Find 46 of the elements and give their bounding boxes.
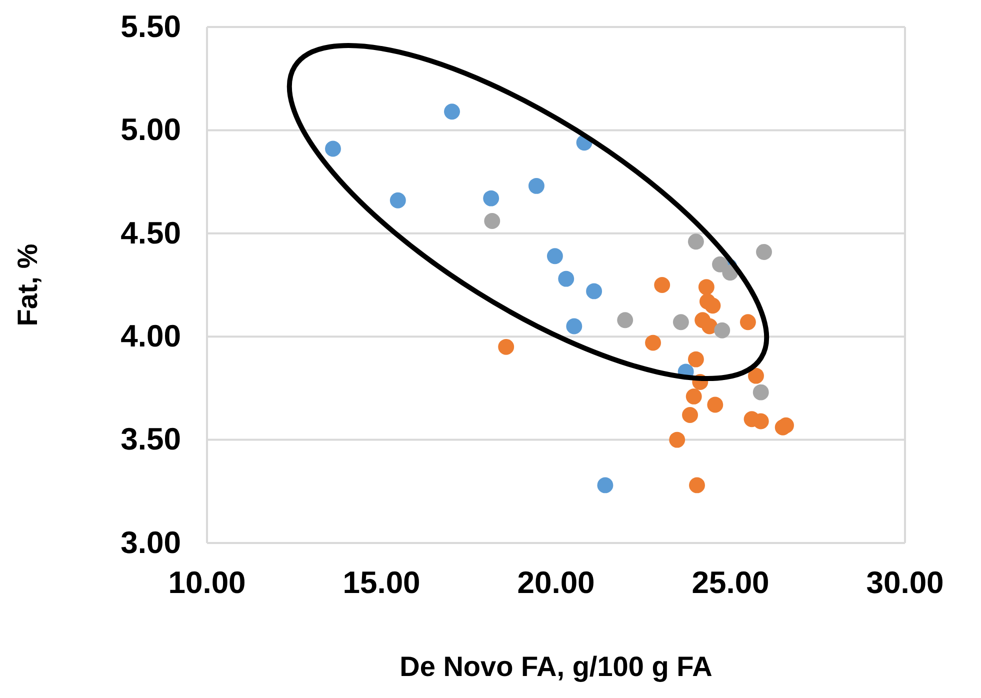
- point: [558, 270, 574, 287]
- point: [686, 388, 702, 404]
- y-tick-label: 4.00: [120, 318, 181, 354]
- point: [688, 351, 704, 368]
- y-tick-label: 5.50: [120, 8, 181, 44]
- point: [546, 248, 563, 264]
- point: [390, 192, 406, 208]
- point: [325, 140, 341, 157]
- point: [645, 334, 661, 351]
- point: [586, 283, 602, 300]
- point: [483, 190, 500, 206]
- point: [748, 368, 764, 384]
- point: [566, 318, 582, 334]
- y-tick-label: 3.50: [120, 422, 181, 457]
- point: [597, 477, 614, 494]
- x-tick-label: 25.00: [692, 565, 770, 600]
- x-tick-label: 30.00: [866, 565, 944, 600]
- point: [682, 407, 698, 423]
- point: [689, 477, 705, 494]
- point: [704, 298, 721, 314]
- point: [672, 314, 689, 330]
- x-axis-title: De Novo FA, g/100 g FA: [400, 651, 712, 682]
- x-tick-label: 20.00: [517, 565, 595, 600]
- y-axis-title: Fat, %: [12, 244, 43, 326]
- point: [707, 396, 724, 413]
- point: [484, 213, 500, 229]
- point: [756, 244, 772, 260]
- point: [528, 178, 544, 194]
- point: [740, 314, 756, 330]
- point: [444, 104, 460, 120]
- point: [778, 417, 794, 434]
- point: [712, 256, 728, 272]
- y-tick-label: 4.50: [120, 215, 181, 250]
- x-tick-label: 15.00: [342, 565, 420, 600]
- y-tick-label: 3.00: [120, 524, 181, 560]
- point: [702, 318, 718, 334]
- y-tick-label: 5.00: [120, 112, 181, 148]
- point: [752, 384, 769, 400]
- point: [688, 234, 704, 250]
- point: [714, 322, 730, 338]
- x-tick-label: 10.00: [168, 565, 246, 600]
- point: [617, 312, 634, 328]
- point: [654, 277, 670, 293]
- point: [669, 432, 686, 448]
- point: [698, 279, 714, 296]
- point: [498, 338, 514, 355]
